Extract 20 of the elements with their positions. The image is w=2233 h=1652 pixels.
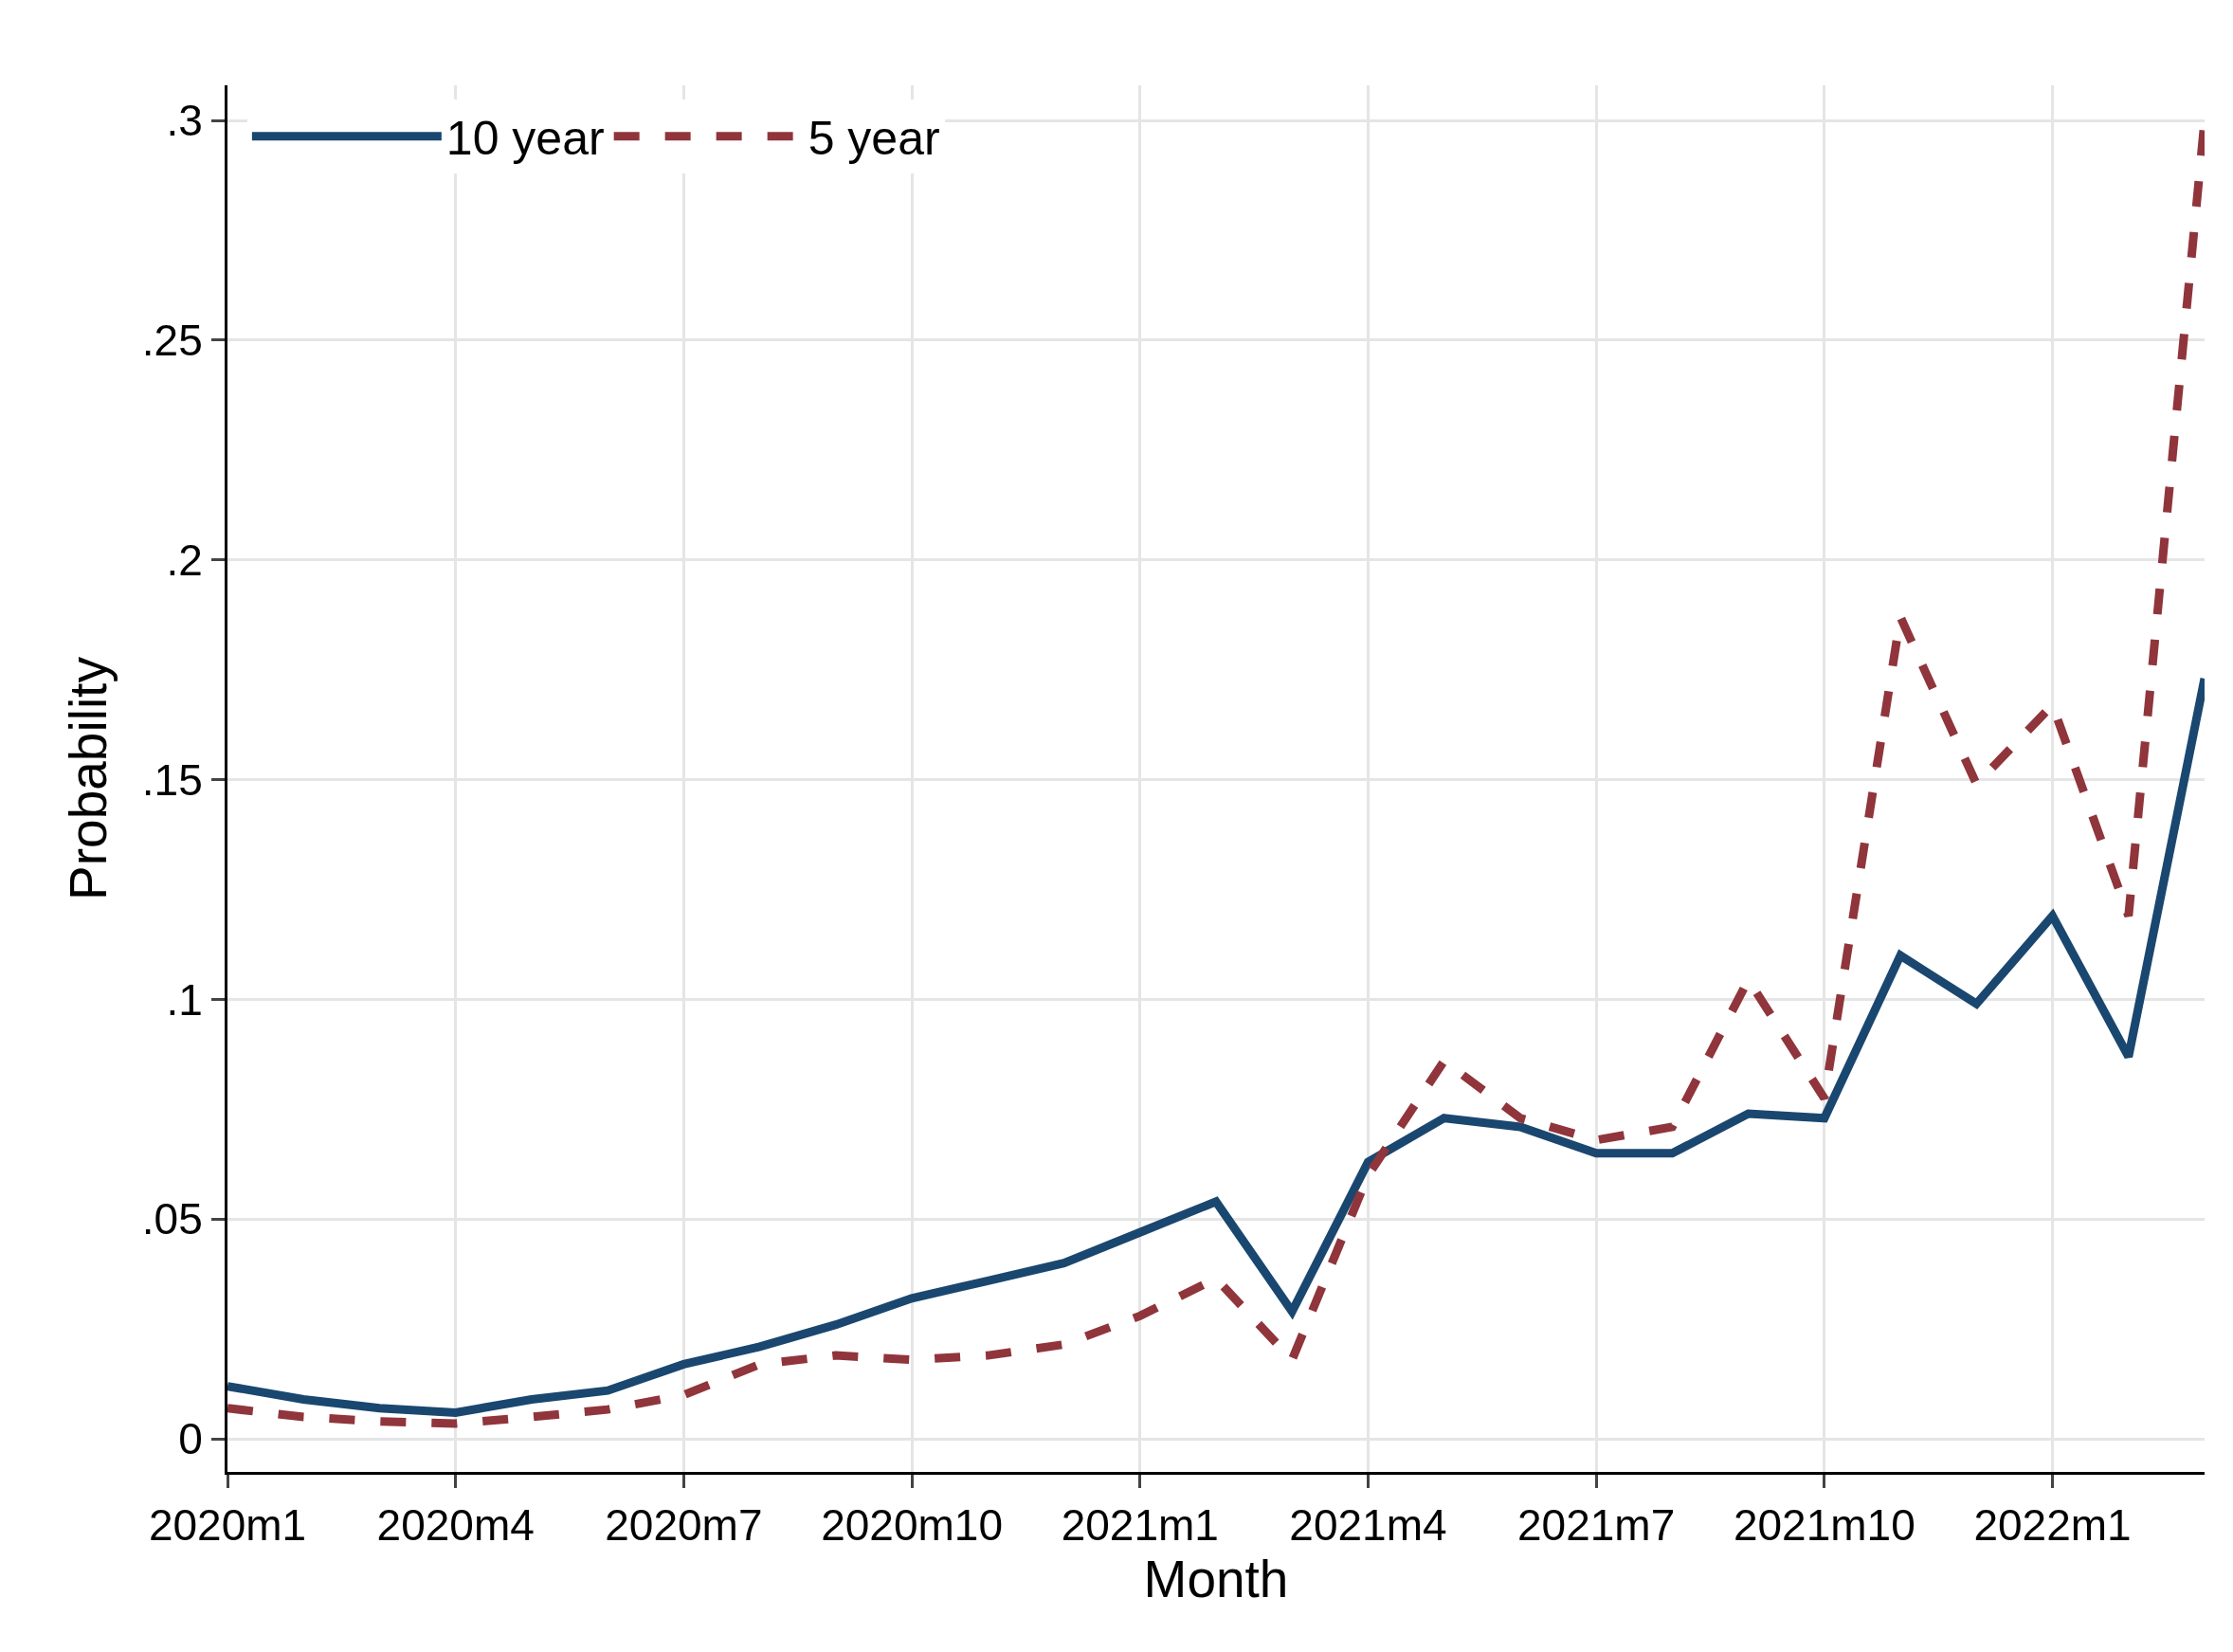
y-tick-label: .2 <box>166 535 203 585</box>
y-axis-title: Probability <box>59 656 118 900</box>
legend-label: 5 year <box>808 112 940 166</box>
y-tick-label: .3 <box>166 96 203 146</box>
y-tick-label: .25 <box>141 316 203 366</box>
x-tick-label: 2020m10 <box>821 1500 1003 1551</box>
y-tick-label: .05 <box>141 1194 203 1244</box>
x-tick-label: 2020m7 <box>605 1500 763 1551</box>
x-tick-label: 2021m10 <box>1733 1500 1915 1551</box>
y-tick-label: .15 <box>141 754 203 805</box>
x-tick-label: 2020m1 <box>148 1500 307 1551</box>
x-tick-label: 2021m7 <box>1517 1500 1676 1551</box>
x-tick-label: 2022m1 <box>1973 1500 2132 1551</box>
x-axis-title: Month <box>1143 1550 1289 1609</box>
y-tick-label: .1 <box>166 974 203 1025</box>
x-tick-label: 2021m1 <box>1061 1500 1219 1551</box>
legend-label: 10 year <box>445 112 605 166</box>
x-tick-label: 2021m4 <box>1289 1500 1447 1551</box>
x-tick-label: 2020m4 <box>376 1500 535 1551</box>
y-tick-label: 0 <box>178 1414 203 1464</box>
